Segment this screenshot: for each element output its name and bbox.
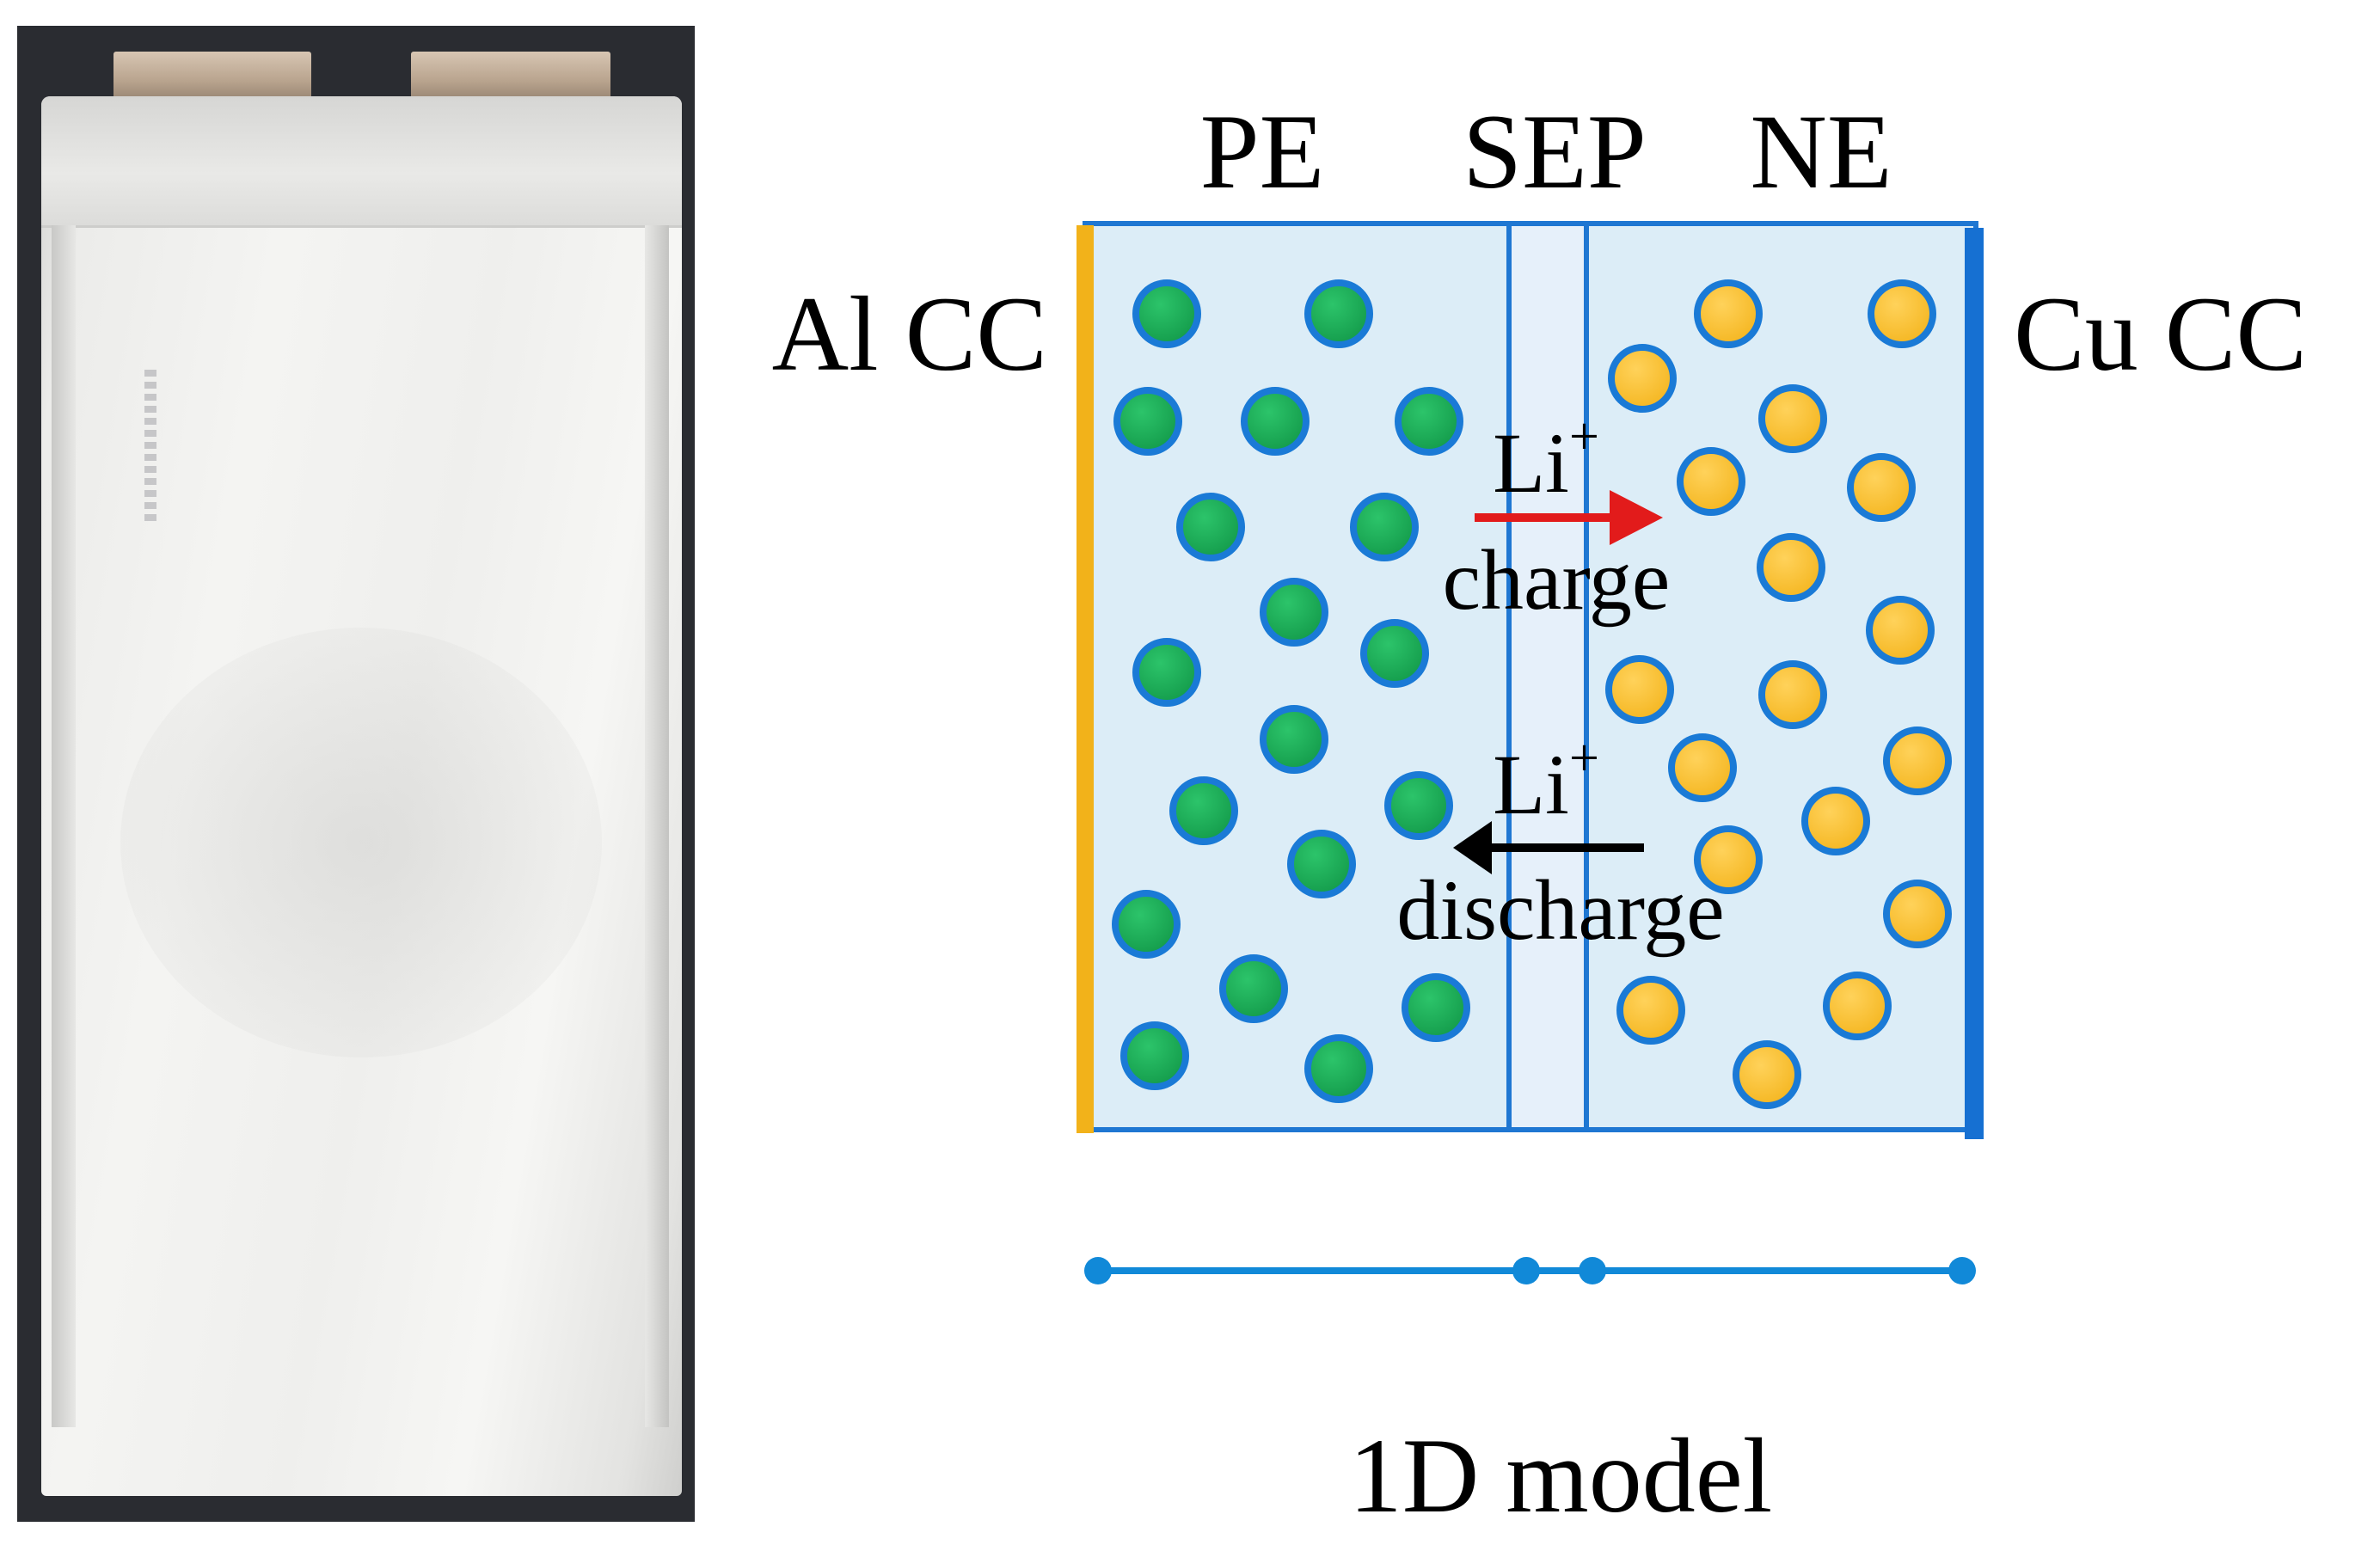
pe-active-particle	[1384, 771, 1453, 840]
model-node	[1579, 1257, 1606, 1284]
pe-active-particle	[1176, 493, 1245, 561]
pe-active-particle	[1350, 493, 1419, 561]
ne-active-particle	[1758, 384, 1827, 453]
pe-active-particle	[1169, 776, 1238, 845]
ne-active-particle	[1883, 880, 1952, 948]
pe-active-particle	[1113, 387, 1182, 456]
positive-tab	[113, 52, 311, 105]
ne-active-particle	[1866, 596, 1935, 665]
ne-active-particle	[1668, 733, 1737, 802]
ne-active-particle	[1608, 344, 1677, 413]
ne-active-particle	[1883, 726, 1952, 795]
pe-active-particle	[1241, 387, 1310, 456]
charge-label: charge	[1443, 532, 1671, 628]
pe-active-particle	[1260, 578, 1328, 647]
pe-active-particle	[1304, 1034, 1373, 1103]
pe-active-particle	[1402, 973, 1470, 1042]
side-fold-left	[52, 225, 76, 1427]
ne-active-particle	[1868, 279, 1936, 348]
separator-region	[1509, 224, 1586, 1130]
1d-model-nodes	[1084, 1257, 1976, 1284]
pe-active-particle	[1120, 1021, 1189, 1090]
pe-active-particle	[1287, 830, 1356, 898]
faint-print-mark	[144, 370, 156, 524]
ne-active-particle	[1694, 279, 1763, 348]
pe-active-particle	[1132, 279, 1201, 348]
li-ion-label-charge: Li+	[1493, 408, 1599, 511]
ne-active-particle	[1757, 533, 1825, 602]
pe-active-particle	[1304, 279, 1373, 348]
ne-active-particle	[1823, 972, 1892, 1040]
pe-active-particle	[1132, 638, 1201, 707]
model-node	[1084, 1257, 1112, 1284]
pe-active-particle	[1219, 954, 1288, 1023]
model-node	[1948, 1257, 1976, 1284]
top-seal	[41, 96, 682, 228]
ne-active-particle	[1677, 447, 1745, 516]
pouch-body	[41, 96, 682, 1496]
pe-active-particle	[1360, 619, 1429, 688]
ne-active-particle	[1758, 660, 1827, 729]
ne-active-particle	[1694, 825, 1763, 894]
sep-label: SEP	[1463, 93, 1647, 211]
pe-active-particle	[1260, 705, 1328, 774]
discharge-label: discharge	[1396, 862, 1724, 958]
side-fold-right	[645, 225, 669, 1427]
ne-active-particle	[1733, 1040, 1801, 1109]
positive-electrode-particles	[1112, 279, 1470, 1103]
negative-tab	[411, 52, 610, 105]
ne-label: NE	[1750, 93, 1892, 211]
pouch-cell-photo	[17, 26, 695, 1522]
ne-active-particle	[1847, 453, 1916, 522]
pe-active-particle	[1395, 387, 1463, 456]
negative-electrode-particles	[1605, 279, 1952, 1109]
discharge-arrow-head	[1453, 821, 1492, 874]
pe-label: PE	[1200, 93, 1325, 211]
pe-active-particle	[1112, 890, 1181, 959]
ne-active-particle	[1616, 976, 1685, 1045]
model-node	[1512, 1257, 1540, 1284]
ne-active-particle	[1605, 655, 1674, 724]
ne-active-particle	[1801, 787, 1870, 855]
li-ion-label-discharge: Li+	[1493, 729, 1599, 832]
model-label: 1D model	[1349, 1417, 1773, 1535]
surface-shading	[120, 628, 602, 1058]
charge-arrow-head	[1610, 490, 1663, 545]
cu-cc-label: Cu CC	[2014, 275, 2307, 393]
al-cc-label: Al CC	[772, 275, 1047, 393]
